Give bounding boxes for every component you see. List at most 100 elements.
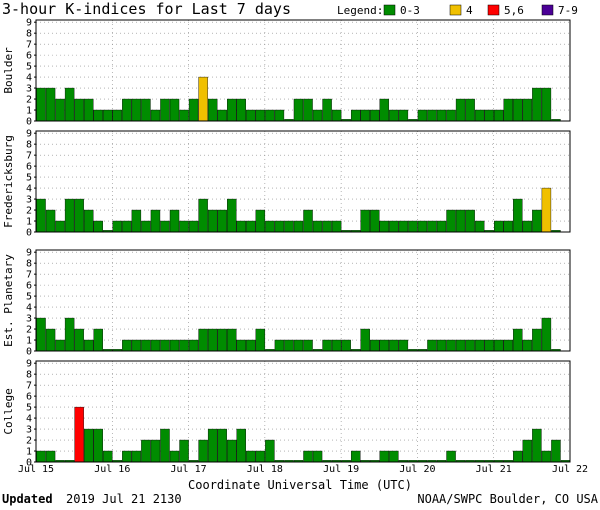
k-index-bar <box>446 450 456 463</box>
k-index-bar <box>207 98 218 122</box>
k-index-bar <box>198 328 208 352</box>
panel-station-label: Boulder <box>2 47 15 94</box>
k-index-bar <box>389 220 399 233</box>
legend-entry-label: 4 <box>466 4 473 17</box>
k-index-bar <box>150 209 161 233</box>
k-index-bar <box>112 220 123 233</box>
k-index-bar <box>55 220 65 233</box>
k-index-bar <box>522 339 533 352</box>
k-index-bar <box>465 339 475 352</box>
x-tick-label: Jul 19 <box>323 464 359 475</box>
k-index-bar <box>150 109 161 122</box>
y-tick-label: 5 <box>26 292 32 303</box>
y-tick-label: 2 <box>26 95 32 106</box>
k-index-bar <box>103 450 113 463</box>
k-index-bar <box>207 209 218 233</box>
k-index-bar <box>188 98 199 122</box>
k-index-bar <box>312 109 323 122</box>
legend: 0-3 4 5,6 7-9 <box>383 4 578 17</box>
legend-swatch <box>487 4 500 16</box>
x-tick-label: Jul 17 <box>171 464 207 475</box>
k-index-bar <box>379 98 390 122</box>
k-index-bar <box>236 428 246 463</box>
k-index-bar <box>141 220 151 233</box>
k-index-bar <box>436 339 447 352</box>
k-index-bar <box>331 220 342 233</box>
k-index-bar <box>532 428 542 463</box>
k-index-bar <box>532 209 542 233</box>
k-index-bar <box>36 198 46 233</box>
k-index-bar <box>455 209 466 233</box>
k-index-bar <box>389 450 399 463</box>
k-index-bar <box>503 339 513 352</box>
k-index-bar <box>150 439 161 463</box>
legend-entry-label: 0-3 <box>400 4 420 17</box>
y-tick-label: 6 <box>26 392 32 403</box>
k-index-bar <box>322 98 332 122</box>
k-index-bar <box>284 339 294 352</box>
k-index-bar <box>246 450 256 463</box>
y-tick-label: 3 <box>26 314 32 325</box>
k-index-bar <box>398 220 409 233</box>
y-tick-label: 6 <box>26 281 32 292</box>
x-tick-label: Jul 20 <box>399 464 435 475</box>
k-index-bar <box>227 439 237 463</box>
k-index-bar <box>522 98 533 122</box>
k-index-bar <box>484 339 494 352</box>
k-index-bar <box>532 328 542 352</box>
y-tick-label: 7 <box>26 151 32 162</box>
k-index-bar <box>160 98 170 122</box>
y-tick-label: 9 <box>26 18 32 29</box>
k-index-bar <box>513 328 523 352</box>
k-index-bar <box>274 109 285 122</box>
k-index-bar <box>370 109 380 122</box>
k-index-bar <box>303 209 313 233</box>
k-index-bar <box>494 339 504 352</box>
panel-frame <box>35 130 571 233</box>
k-index-bar <box>293 339 304 352</box>
x-tick-label: Jul 18 <box>247 464 283 475</box>
k-index-bar <box>541 317 552 352</box>
k-index-bar <box>217 109 227 122</box>
k-index-bar <box>503 98 513 122</box>
k-index-bar <box>217 428 227 463</box>
k-index-bar <box>207 428 218 463</box>
k-index-bar <box>141 339 151 352</box>
chart-title: 3-hour K-indices for Last 7 days <box>2 0 291 18</box>
y-tick-label: 9 <box>26 359 32 370</box>
k-index-bar <box>169 209 180 233</box>
k-index-bar <box>474 220 485 233</box>
x-axis-label: Coordinate Universal Time (UTC) <box>188 478 412 492</box>
y-tick-label: 7 <box>26 381 32 392</box>
y-tick-label: 7 <box>26 270 32 281</box>
y-tick-label: 4 <box>26 73 32 84</box>
k-index-bar <box>274 339 285 352</box>
k-index-bar <box>169 339 180 352</box>
k-index-bar <box>408 220 418 233</box>
k-index-bar <box>284 220 294 233</box>
x-axis-ticks: Jul 15 Jul 16 Jul 17 Jul 18 Jul 19 Jul 20 Jul … <box>18 464 588 475</box>
k-index-bar <box>122 220 132 233</box>
k-index-bar <box>131 98 142 122</box>
k-index-bar <box>93 220 103 233</box>
y-tick-label: 7 <box>26 40 32 51</box>
k-index-bar <box>551 439 561 463</box>
k-index-bar <box>474 109 485 122</box>
k-index-bar <box>455 98 466 122</box>
y-tick-label: 6 <box>26 51 32 62</box>
k-index-bar <box>417 220 428 233</box>
k-index-bar <box>265 109 275 122</box>
panels: 0123456789Boulder0123456789Fredericksbur… <box>2 18 571 469</box>
k-index-bar <box>83 209 94 233</box>
k-index-bar <box>360 209 370 233</box>
legend-swatch <box>449 4 462 16</box>
panel-station-label: Fredericksburg <box>2 135 15 228</box>
y-tick-label: 3 <box>26 195 32 206</box>
k-index-bar <box>45 209 56 233</box>
k-index-bar <box>188 220 199 233</box>
k-index-bar <box>36 450 46 463</box>
k-index-bar <box>446 339 456 352</box>
k-index-bar <box>160 428 170 463</box>
